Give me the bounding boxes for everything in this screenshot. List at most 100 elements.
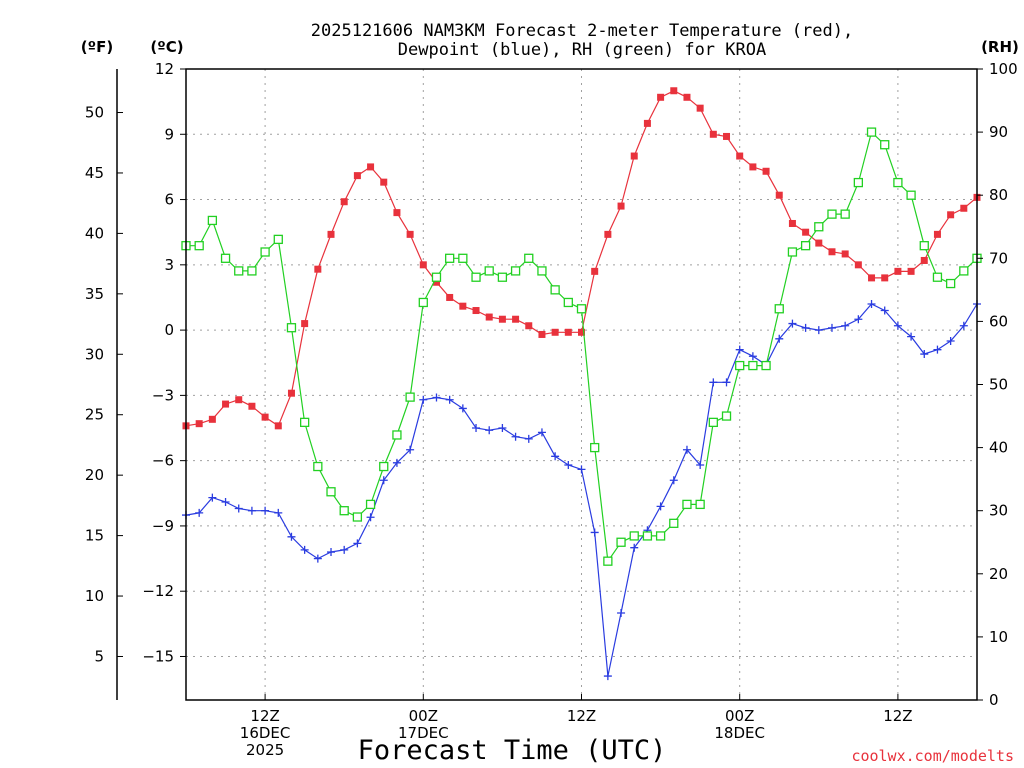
dewpoint-point [814,326,823,335]
temperature-point [762,167,770,175]
temperature-point [525,322,533,330]
time-tick-label: 2025 [246,741,284,759]
rh-point [642,531,653,541]
rh-unit-label: (RH) [981,38,1019,56]
grid [186,68,977,700]
temperature-point [578,328,585,336]
time-tick-label: 16DEC [240,724,291,742]
temperature-point [617,202,625,210]
temperature-point [630,152,638,160]
temperature-point [353,172,361,180]
rh-point [827,209,837,219]
rh-point [299,417,310,428]
temperature-point [235,396,243,404]
dewpoint-point [313,554,322,563]
dewpoint-point [445,395,454,404]
rh-tick-label: 40 [989,439,1008,457]
dewpoint-point [920,350,929,359]
rh-point [880,140,890,150]
rh-point [418,297,428,308]
dewpoint-point [524,434,533,443]
dewpoint-point [946,336,955,345]
dewpoint-point [247,506,256,515]
time-tick-label: 00Z [725,707,754,725]
temperature-point [485,313,493,321]
temperature-point [380,178,388,186]
chart-title-line2: Dewpoint (blue), RH (green) for KROA [398,40,766,60]
temperature-point [472,307,480,315]
celsius-unit-label: (ºC) [150,38,183,56]
rh-tick-label: 80 [989,186,1008,204]
dewpoint-point [300,545,309,554]
dewpoint-point [590,528,599,537]
celsius-tick-label: −3 [152,386,174,404]
fahrenheit-tick-label: 20 [85,466,104,484]
temperature-point [498,315,506,323]
rh-point [616,537,626,547]
celsius-tick-label: −12 [142,582,174,600]
temperature-point [683,93,691,101]
temperature-point [551,328,559,336]
temperature-point [393,209,401,217]
dewpoint-point [485,426,494,435]
dewpoint-point [959,321,968,330]
dewpoint-point [801,323,810,332]
temperature-point [960,204,968,212]
dewpoint-point [340,545,349,554]
dewpoint-point [234,504,243,513]
temperature-point [657,93,665,101]
rh-point [524,253,534,263]
dewpoint-point [722,378,731,387]
temperature-point [367,163,375,171]
temperature-point [446,293,454,301]
temperature-point [419,261,427,269]
dewpoint-point [195,508,204,517]
dewpoint-point [274,508,283,517]
dewpoint-point [432,393,441,402]
rh-point [893,177,903,188]
rh-point [471,272,481,282]
rh-point [669,518,679,528]
fahrenheit-tick-label: 5 [94,647,104,665]
celsius-tick-label: −15 [142,647,174,665]
rh-point [286,323,297,333]
rh-point [392,430,402,440]
dewpoint-point [854,315,863,324]
temperature-point [723,132,731,140]
dewpoint-point [327,548,336,557]
celsius-tick-label: 12 [155,60,174,78]
dewpoint-point [867,299,876,308]
dewpoint-point [669,476,678,485]
rh-point [655,531,666,541]
celsius-tick-label: 6 [164,191,174,209]
fahrenheit-tick-label: 15 [85,527,104,545]
dewpoint-point [603,672,612,681]
dewpoint-point [498,424,507,433]
temperature-point [459,302,467,310]
temperature-point [643,119,651,127]
rh-point [431,272,442,282]
fahrenheit-tick-label: 25 [85,406,104,424]
temperature-point [208,415,216,423]
rh-point [919,241,929,251]
series-layer [181,87,982,681]
temperature-point [301,320,309,328]
rh-point [510,266,521,276]
rh-point [814,222,824,232]
dewpoint-point [551,452,560,461]
rh-point [840,209,850,219]
temperature-point [248,402,256,410]
rh-point [682,499,692,510]
temperature-point [670,87,678,95]
rh-point [721,411,732,421]
dewpoint-point [392,458,401,467]
rh-point [365,499,376,510]
dewpoint-point [775,334,784,343]
temperature-point [327,230,335,238]
temperature-point [604,230,612,238]
time-tick-label: 12Z [567,707,596,725]
temperature-point [920,256,928,264]
rh-tick-label: 50 [989,376,1008,394]
rh-point [207,215,218,226]
